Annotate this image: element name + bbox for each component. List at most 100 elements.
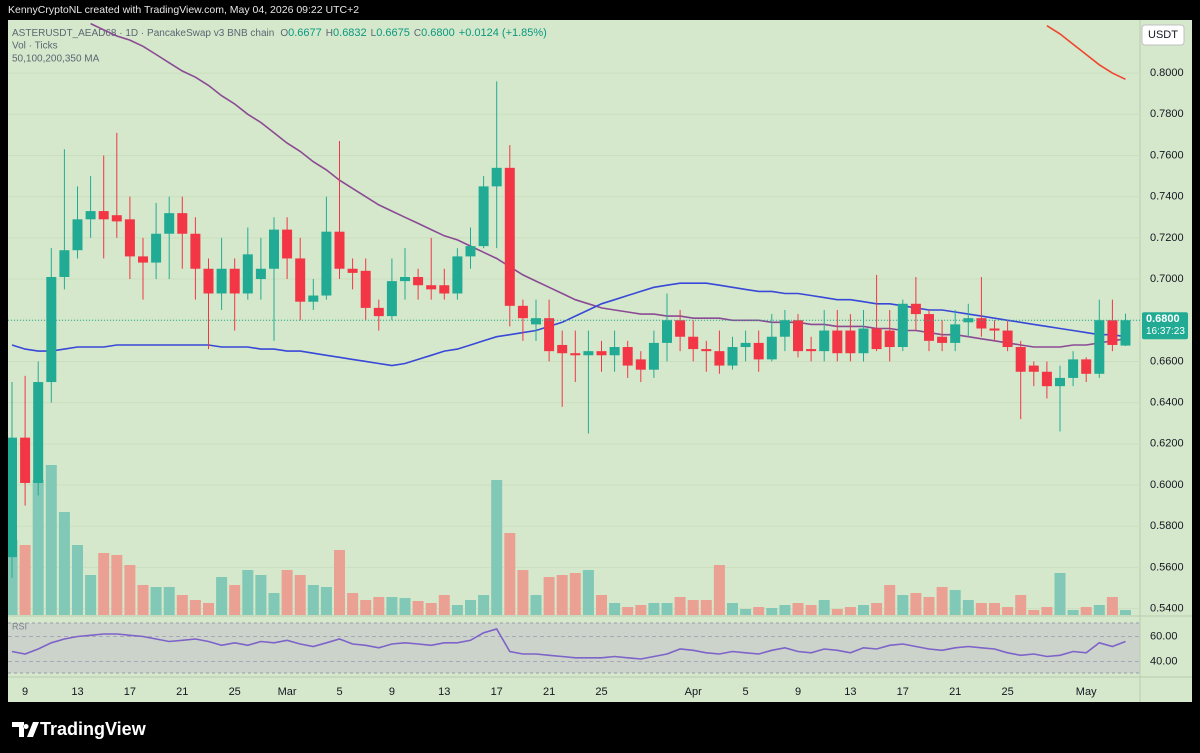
candle-body — [714, 351, 725, 366]
x-tick-label: 21 — [176, 686, 188, 698]
candle-body — [1041, 371, 1052, 387]
candle-body — [373, 307, 384, 317]
volume-bar — [124, 565, 136, 615]
footer — [0, 703, 1200, 753]
volume-bar — [897, 595, 909, 615]
ohlc-key: O — [280, 28, 288, 39]
candle-body — [976, 318, 987, 329]
y-tick-label: 0.7600 — [1150, 149, 1184, 161]
volume-bar — [740, 609, 752, 615]
candle-body — [1120, 320, 1131, 346]
symbol: ASTERUSDT_AEAD68 · 1D · PancakeSwap v3 B… — [12, 28, 274, 39]
currency[interactable]: USDT — [1148, 29, 1178, 41]
volume-bar — [386, 597, 398, 615]
ohlc-value: 0.6675 — [376, 27, 410, 39]
candle-body — [675, 320, 686, 337]
x-tick-label: 13 — [71, 686, 83, 698]
volume-bar — [478, 595, 490, 615]
volume-bar — [32, 480, 44, 615]
volume-bar — [203, 603, 214, 615]
volume-bar — [622, 607, 634, 615]
candle-body — [282, 229, 293, 259]
candle-body — [151, 233, 162, 263]
rsi-line — [11, 628, 1126, 660]
volume-bar — [609, 603, 621, 615]
currency-button[interactable] — [1141, 24, 1185, 46]
volume-bar — [792, 603, 804, 615]
x-tick-label: 5 — [336, 686, 342, 698]
candle-body — [648, 342, 659, 370]
candle-body — [989, 328, 1000, 331]
y-tick-label: 0.5600 — [1150, 561, 1184, 573]
volume-bar — [661, 603, 673, 615]
volume-bar — [569, 573, 581, 615]
volume-bar — [216, 577, 228, 615]
x-tick-label: May — [1076, 686, 1097, 698]
volume-bar — [530, 595, 542, 615]
volume-bar — [189, 600, 201, 615]
volume-bar — [936, 587, 948, 615]
candle-body — [334, 231, 345, 269]
ohlc-value: 0.6800 — [421, 27, 455, 39]
candle-body — [347, 268, 358, 273]
volume-bar — [111, 555, 123, 615]
volume-bar — [596, 595, 607, 615]
volume-bar — [582, 570, 594, 615]
candle-body — [59, 250, 70, 277]
x-tick-label: 17 — [124, 686, 136, 698]
volume-bar — [360, 600, 372, 615]
candle-body — [85, 211, 96, 220]
candle-body — [216, 268, 227, 294]
candle-body — [308, 295, 319, 302]
candle-body — [871, 328, 882, 350]
candle-body — [1107, 320, 1118, 345]
volume-bar — [753, 607, 765, 615]
candle-body — [858, 328, 869, 354]
volume-bar — [674, 597, 686, 615]
ohlc-key: L — [371, 28, 377, 39]
y-tick-label: 0.8000 — [1150, 67, 1184, 79]
candle-body — [819, 330, 830, 352]
volume-bar — [1041, 607, 1053, 615]
volume-bar — [910, 593, 922, 615]
volume-bar — [98, 553, 110, 615]
volume-bar — [989, 603, 1000, 615]
candle-body — [779, 320, 790, 337]
volume-bar — [687, 600, 699, 615]
price-pane — [8, 22, 1140, 615]
volume-bar — [19, 545, 31, 615]
brand-logo — [12, 722, 39, 737]
price-tag-price: 0.6800 — [1146, 313, 1180, 325]
candle-body — [793, 320, 803, 352]
price-tag-countdown: 16:37:23 — [1146, 326, 1185, 337]
candle-body — [426, 285, 437, 290]
volume-bar — [451, 605, 463, 615]
volume-bar — [229, 585, 241, 615]
candle-body — [295, 258, 306, 302]
x-tick-label: 9 — [795, 686, 801, 698]
candle-body — [124, 219, 135, 257]
volume-bar — [871, 603, 883, 615]
ohlc-value: 0.6677 — [288, 27, 322, 39]
candle-body — [164, 213, 175, 234]
candle-body — [845, 330, 856, 354]
volume-bar — [373, 597, 385, 615]
candle-body — [910, 303, 921, 315]
volume-bar — [1106, 597, 1118, 615]
volume-bar — [8, 540, 18, 615]
candle-body — [622, 347, 633, 366]
candle-body — [321, 231, 332, 296]
candle-body — [1055, 377, 1065, 387]
candle-body — [557, 344, 568, 354]
candle-body — [635, 359, 646, 370]
volume-bar — [1015, 595, 1027, 615]
volume-bar — [1028, 610, 1040, 615]
x-tick-label: 17 — [491, 686, 503, 698]
volume-bar — [294, 575, 306, 615]
volume-bar — [399, 598, 411, 615]
candle-body — [1094, 320, 1105, 374]
volume-bar — [884, 585, 896, 615]
volume-bar — [700, 600, 712, 615]
x-tick-label: 9 — [22, 686, 28, 698]
